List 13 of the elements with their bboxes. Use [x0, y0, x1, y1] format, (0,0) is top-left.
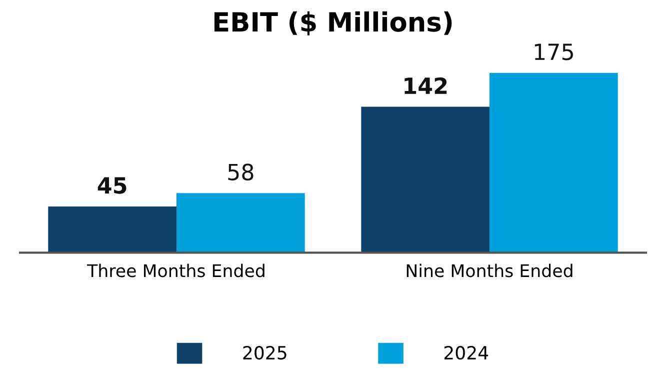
data-label: 175: [534, 44, 573, 60]
data-label: 45: [98, 177, 126, 194]
bar: [176, 193, 305, 253]
x-tick-label: Three Months Ended: [86, 264, 264, 278]
legend-label: 2025: [243, 346, 286, 360]
chart-title: EBIT ($ Millions): [214, 11, 452, 36]
bar: [490, 72, 618, 253]
bar: [361, 106, 490, 253]
bar: [48, 206, 176, 253]
data-label: 142: [404, 77, 447, 94]
data-label: 58: [228, 164, 254, 180]
legend-label: 2024: [444, 346, 488, 360]
x-tick-label: Nine Months Ended: [406, 264, 572, 278]
